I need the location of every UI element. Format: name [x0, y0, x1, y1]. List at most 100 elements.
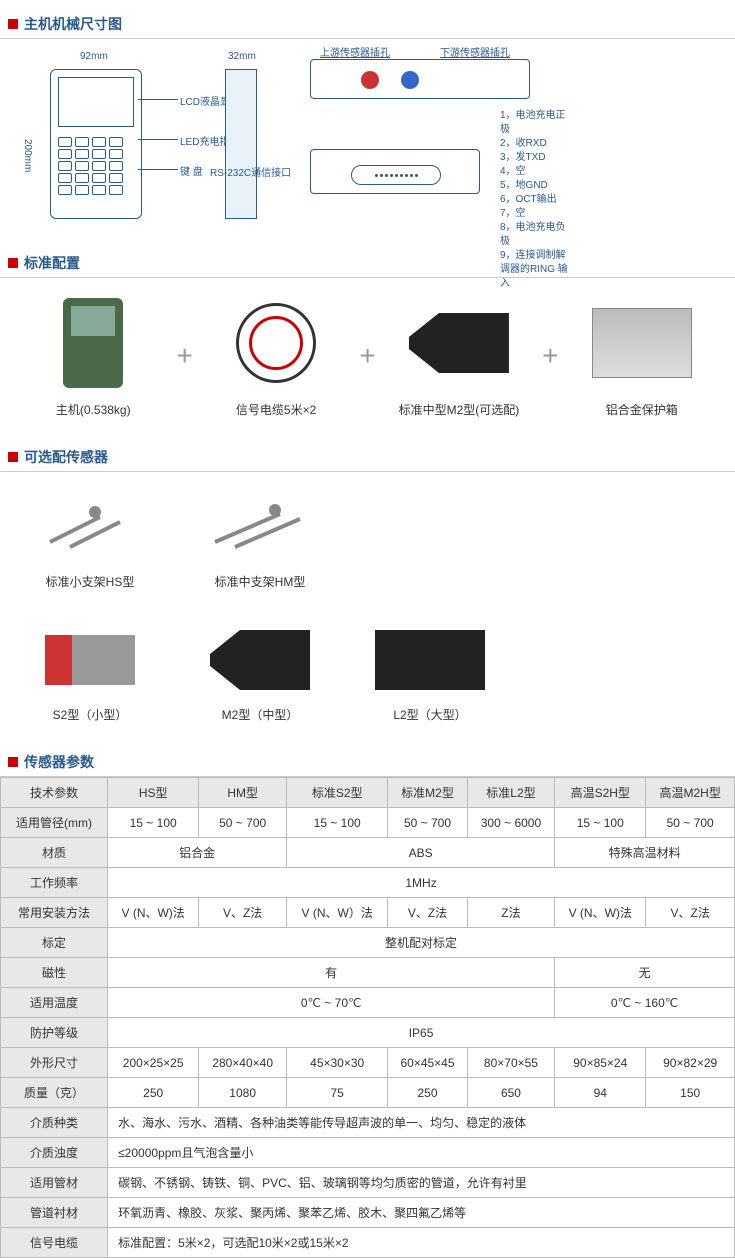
red-square-icon: [8, 452, 18, 462]
device-side-view: 32mm: [210, 49, 270, 229]
pin-4: 4，空: [500, 165, 570, 179]
row-label: 介质种类: [1, 1108, 108, 1138]
plug-blue-icon: [401, 71, 419, 89]
config-label: 信号电缆5米×2: [203, 401, 349, 418]
cell: Z法: [467, 898, 554, 928]
th: 高温M2H型: [646, 778, 735, 808]
row-label: 质量（克）: [1, 1078, 108, 1108]
m2-sensor-icon: [409, 313, 509, 373]
cell: 15 ~ 100: [287, 808, 388, 838]
cell: 标准配置：5米×2，可选配10米×2或15米×2: [108, 1228, 735, 1258]
device-screen-outline: [58, 77, 134, 127]
cell: 0℃ ~ 160℃: [555, 988, 735, 1018]
th: HS型: [108, 778, 199, 808]
pin-list: 1，电池充电正极 2，收RXD 3，发TXD 4，空 5，地GND 6，OCT输…: [500, 109, 570, 291]
section-title: 传感器参数: [24, 752, 94, 772]
cell: V (N、W)法: [555, 898, 646, 928]
l2-sensor-icon: [375, 630, 485, 690]
cell: 60×45×45: [388, 1048, 467, 1078]
sensor-label: L2型（大型）: [360, 706, 500, 723]
connector-bottom-panel: [310, 149, 480, 194]
config-label: 铝合金保护箱: [569, 401, 715, 418]
cell: 有: [108, 958, 555, 988]
cell: 0℃ ~ 70℃: [108, 988, 555, 1018]
th: HM型: [199, 778, 287, 808]
dim-height: 200mm: [22, 139, 33, 172]
device-keypad-outline: [58, 137, 134, 207]
cell: 200×25×25: [108, 1048, 199, 1078]
table-row: 材质 铝合金 ABS 特殊高温材料: [1, 838, 735, 868]
config-item-host: 主机(0.538kg): [20, 293, 166, 418]
pin-7: 7，空: [500, 207, 570, 221]
table-row: 防护等级 IP65: [1, 1018, 735, 1048]
cell: 150: [646, 1078, 735, 1108]
sensor-label: S2型（小型）: [20, 706, 160, 723]
cell: V (N、W）法: [287, 898, 388, 928]
cell: 水、海水、污水、酒精、各种油类等能传导超声波的单一、均匀、稳定的液体: [108, 1108, 735, 1138]
th: 标准L2型: [467, 778, 554, 808]
m2-sensor-icon: [210, 630, 310, 690]
dim-side-width: 32mm: [228, 51, 256, 62]
cell: 90×85×24: [555, 1048, 646, 1078]
sensor-label: M2型（中型）: [190, 706, 330, 723]
plus-icon: +: [359, 340, 375, 372]
row-label: 介质浊度: [1, 1138, 108, 1168]
cell: 铝合金: [108, 838, 287, 868]
cell: 特殊高温材料: [555, 838, 735, 868]
cell: 15 ~ 100: [555, 808, 646, 838]
row-label: 材质: [1, 838, 108, 868]
section-header-params: 传感器参数: [0, 748, 735, 777]
section-title: 可选配传感器: [24, 447, 108, 467]
row-label: 常用安装方法: [1, 898, 108, 928]
table-row: 介质浊度 ≤20000ppm且气泡含量小: [1, 1138, 735, 1168]
sensor-l2: L2型（大型）: [360, 620, 500, 723]
row-label: 信号电缆: [1, 1228, 108, 1258]
cell: 280×40×40: [199, 1048, 287, 1078]
plus-icon: +: [542, 340, 558, 372]
table-row: 信号电缆 标准配置：5米×2，可选配10米×2或15米×2: [1, 1228, 735, 1258]
table-row: 常用安装方法 V (N、W)法 V、Z法 V (N、W）法 V、Z法 Z法 V …: [1, 898, 735, 928]
label-upstream: 上游传感器插孔: [320, 44, 390, 59]
table-header-row: 技术参数 HS型 HM型 标准S2型 标准M2型 标准L2型 高温S2H型 高温…: [1, 778, 735, 808]
config-item-m2: 标准中型M2型(可选配): [386, 293, 532, 418]
db9-port-icon: [351, 165, 441, 185]
config-item-case: 铝合金保护箱: [569, 293, 715, 418]
table-row: 适用管材 碳钢、不锈钢、铸铁、铜、PVC、铝、玻璃钢等均匀质密的管道，允许有衬里: [1, 1168, 735, 1198]
cell: V (N、W)法: [108, 898, 199, 928]
cell: 45×30×30: [287, 1048, 388, 1078]
plug-red-icon: [361, 71, 379, 89]
cell: 1MHz: [108, 868, 735, 898]
cell: V、Z法: [646, 898, 735, 928]
cell: 75: [287, 1078, 388, 1108]
sensor-label: 标准小支架HS型: [20, 573, 160, 590]
cell: 环氧沥青、橡胶、灰浆、聚丙烯、聚苯乙烯、胶木、聚四氟乙烯等: [108, 1198, 735, 1228]
cell: 250: [108, 1078, 199, 1108]
cell: 整机配对标定: [108, 928, 735, 958]
table-row: 工作频率 1MHz: [1, 868, 735, 898]
pin-8: 8，电池充电负极: [500, 221, 570, 249]
cell: 90×82×29: [646, 1048, 735, 1078]
row-label: 适用管材: [1, 1168, 108, 1198]
cell: 650: [467, 1078, 554, 1108]
connector-top-panel: [310, 59, 530, 99]
cell: 无: [555, 958, 735, 988]
pin-3: 3，发TXD: [500, 151, 570, 165]
row-label: 适用温度: [1, 988, 108, 1018]
params-table: 技术参数 HS型 HM型 标准S2型 标准M2型 标准L2型 高温S2H型 高温…: [0, 777, 735, 1258]
cell: 50 ~ 700: [388, 808, 467, 838]
red-square-icon: [8, 19, 18, 29]
section-title: 标准配置: [24, 253, 80, 273]
th: 高温S2H型: [555, 778, 646, 808]
optional-row-1: 标准小支架HS型 标准中支架HM型: [0, 472, 735, 605]
red-square-icon: [8, 258, 18, 268]
th: 技术参数: [1, 778, 108, 808]
label-rs232: RS-232C通信接口: [210, 164, 291, 179]
callout-keypad: 键 盘: [180, 163, 203, 178]
dimension-diagram: 92mm 200mm LCD液晶显示器 LED充电指示灯 键 盘 32mm 上游…: [0, 39, 735, 239]
section-header-config: 标准配置: [0, 249, 735, 278]
sensor-m2: M2型（中型）: [190, 620, 330, 723]
config-row: 主机(0.538kg) + 信号电缆5米×2 + 标准中型M2型(可选配) + …: [0, 278, 735, 433]
dim-width: 92mm: [80, 51, 108, 62]
row-label: 适用管径(mm): [1, 808, 108, 838]
section-title: 主机机械尺寸图: [24, 14, 122, 34]
